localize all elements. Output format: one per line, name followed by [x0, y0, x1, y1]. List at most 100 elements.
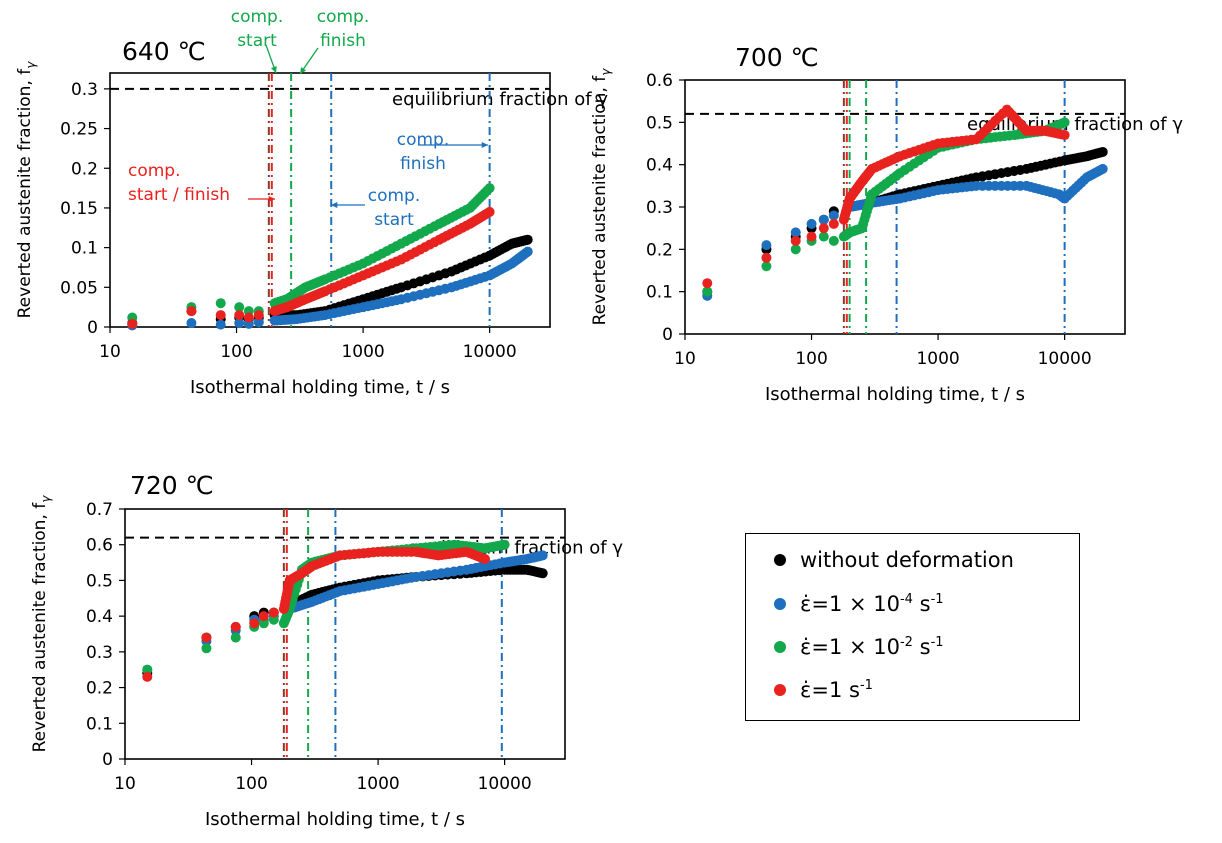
data-point	[253, 317, 264, 328]
x-axis-label: Isothermal holding time, t / s	[205, 809, 465, 830]
y-tick-label: 0.4	[646, 156, 673, 176]
y-axis-label: Reverted austenite fraction, fγ	[30, 495, 53, 753]
y-tick-label: 0.25	[60, 120, 98, 140]
data-point	[234, 310, 245, 321]
data-point	[520, 235, 531, 246]
data-point	[477, 553, 488, 564]
annotation-arrowhead	[300, 67, 307, 74]
chart-title: 640 ℃	[122, 37, 206, 66]
equilibrium-label: equilibrium fraction of γ	[392, 89, 608, 110]
legend: without deformation ε̇=1 × 10-4 s-1 ε̇=1…	[745, 533, 1080, 721]
series-strain-rate-1	[702, 104, 1070, 289]
y-tick-label: 0.1	[646, 283, 673, 303]
legend-label-without: without deformation	[800, 548, 1014, 572]
x-tick-label: 10	[674, 349, 696, 369]
data-point	[928, 140, 939, 151]
data-point	[702, 286, 713, 297]
y-tick-label: 0.2	[86, 679, 113, 699]
series-strain-rate-1e-4	[127, 246, 533, 331]
data-point	[368, 547, 379, 558]
series-strain-rate-1	[142, 546, 491, 682]
data-point	[258, 618, 269, 629]
data-point	[429, 237, 440, 248]
data-point	[520, 248, 531, 259]
annotation-label: comp. start	[231, 7, 284, 51]
annotation-label: comp. start	[368, 186, 421, 230]
data-point	[391, 241, 402, 252]
data-point	[494, 558, 505, 569]
x-tick-label: 1000	[341, 342, 384, 362]
annotation-arrowhead	[271, 66, 277, 73]
y-tick-label: 0.3	[71, 80, 98, 100]
y-tick-label: 0	[87, 318, 98, 338]
chart-panel-3: 720 ℃ 0 0.1 0.2 0.3 0.4 0.5 0.6 0.7 10 100 1000 1000…	[30, 471, 623, 830]
data-point	[482, 185, 493, 196]
data-point	[1015, 180, 1026, 191]
data-point	[268, 607, 279, 618]
data-point	[186, 318, 197, 329]
data-point	[1057, 129, 1068, 140]
series-strain-rate-1	[127, 206, 495, 329]
chart-panel-1: 640 ℃ 0 0.05 0.1 0.15 0.2 0.25 0.3 10 100 1000 1000…	[15, 7, 608, 398]
data-point	[818, 223, 829, 234]
legend-marker-e4	[774, 598, 786, 610]
data-point	[818, 231, 829, 242]
data-point	[761, 240, 772, 251]
data-point	[186, 306, 197, 317]
data-point	[806, 231, 817, 242]
data-point	[353, 260, 364, 271]
data-point	[966, 173, 977, 184]
data-point	[479, 271, 490, 282]
data-point	[391, 283, 402, 294]
data-point	[479, 252, 490, 263]
annotation-label: comp. start / finish	[128, 161, 230, 205]
data-point	[891, 152, 902, 163]
y-tick-label: 0.4	[86, 607, 113, 627]
x-axis-label: Isothermal holding time, t / s	[190, 377, 450, 398]
y-tick-label: 0.05	[60, 278, 98, 298]
data-point	[440, 283, 451, 294]
x-tick-label: 10000	[478, 774, 532, 794]
chart-title: 720 ℃	[130, 471, 214, 500]
data-point	[215, 319, 226, 330]
data-point	[249, 618, 260, 629]
legend-marker-e2	[774, 641, 786, 653]
data-point	[455, 565, 466, 576]
x-axis-label: Isothermal holding time, t / s	[765, 384, 1025, 405]
legend-item-without-deformation: without deformation	[774, 548, 1014, 572]
data-point	[406, 572, 417, 583]
y-tick-label: 0.6	[646, 71, 673, 91]
x-tick-label: 10	[99, 342, 121, 362]
data-point	[891, 170, 902, 181]
y-tick-label: 0.5	[646, 113, 673, 133]
annotation-arrowhead	[331, 201, 338, 209]
series-strain-rate-1e-2	[127, 183, 495, 323]
legend-item-e0: ε̇=1 s-1	[774, 678, 873, 702]
legend-marker-without	[774, 554, 786, 566]
y-tick-label: 0.1	[86, 714, 113, 734]
legend-item-e2: ε̇=1 × 10-2 s-1	[774, 635, 944, 659]
data-point	[234, 318, 245, 329]
data-point	[1054, 156, 1065, 167]
data-point	[1015, 164, 1026, 175]
data-point	[790, 227, 801, 238]
data-point	[818, 214, 829, 225]
data-point	[215, 298, 226, 309]
data-point	[1004, 130, 1015, 141]
data-point	[230, 632, 241, 643]
data-point	[966, 134, 977, 145]
data-point	[234, 302, 245, 313]
plot-area-frame	[684, 79, 1126, 335]
data-point	[1057, 118, 1068, 129]
y-axis-label: Reverted austenite fraction, fγ	[590, 68, 613, 326]
data-point	[253, 310, 264, 321]
data-point	[761, 252, 772, 263]
data-point	[966, 181, 977, 192]
data-point	[142, 671, 153, 682]
data-point	[353, 272, 364, 283]
annotation-arrowhead	[481, 141, 488, 149]
data-point	[258, 611, 269, 622]
legend-label-e0: ε̇=1 s-1	[800, 678, 873, 702]
data-point	[828, 210, 839, 221]
